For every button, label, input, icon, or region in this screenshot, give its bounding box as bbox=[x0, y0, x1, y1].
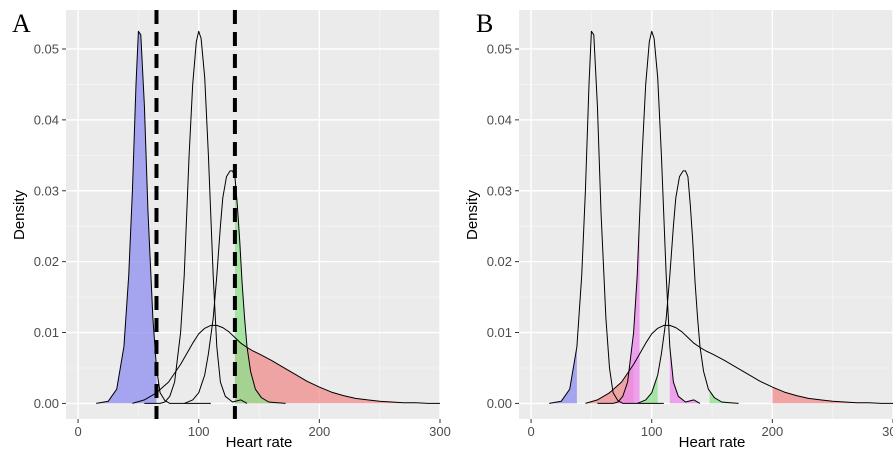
shaded-region bbox=[709, 390, 739, 404]
shaded-region bbox=[772, 387, 893, 404]
shaded-region bbox=[597, 215, 640, 404]
density-curve bbox=[144, 30, 248, 404]
y-axis-title: Density bbox=[11, 189, 28, 240]
y-tick-label: 0.01 bbox=[487, 325, 512, 340]
y-tick-label: 0.00 bbox=[34, 396, 59, 411]
x-axis-title: Heart rate bbox=[226, 434, 293, 451]
y-axis-title: Density bbox=[464, 189, 481, 240]
shaded-region bbox=[669, 346, 700, 404]
y-tick-label: 0.02 bbox=[487, 254, 512, 269]
density-curve bbox=[585, 324, 893, 404]
shaded-region bbox=[96, 31, 157, 404]
panel-label: B bbox=[476, 9, 493, 38]
x-axis-title: Heart rate bbox=[679, 434, 746, 451]
shaded-region bbox=[637, 375, 658, 404]
y-tick-label: 0.05 bbox=[34, 41, 59, 56]
x-tick-label: 300 bbox=[429, 424, 451, 439]
x-tick-label: 0 bbox=[74, 424, 81, 439]
panel-label: A bbox=[12, 9, 31, 38]
y-tick-label: 0.05 bbox=[487, 41, 512, 56]
y-tick-label: 0.04 bbox=[34, 112, 59, 127]
density-curve bbox=[637, 170, 739, 404]
y-tick-label: 0.04 bbox=[487, 112, 512, 127]
shaded-region bbox=[585, 364, 634, 404]
x-tick-label: 0 bbox=[527, 424, 534, 439]
x-tick-label: 200 bbox=[309, 424, 331, 439]
y-tick-label: 0.01 bbox=[34, 325, 59, 340]
panel-a: 0.00 0.01 0.02 0.03 0.04 0.05 0 100 200 300 Heart … bbox=[11, 9, 451, 451]
x-tick-label: 100 bbox=[641, 424, 663, 439]
density-curve bbox=[597, 30, 701, 404]
density-curve bbox=[549, 30, 664, 404]
panel-b: 0.00 0.01 0.02 0.03 0.04 0.05 0 100 200 300 Heart … bbox=[464, 9, 893, 451]
y-tick-label: 0.00 bbox=[487, 396, 512, 411]
y-tick-label: 0.03 bbox=[34, 183, 59, 198]
shaded-region bbox=[234, 337, 440, 404]
y-tick-label: 0.03 bbox=[487, 183, 512, 198]
density-curve bbox=[132, 324, 440, 404]
x-tick-label: 300 bbox=[882, 424, 893, 439]
shaded-region bbox=[234, 176, 286, 404]
y-tick-label: 0.02 bbox=[34, 254, 59, 269]
x-tick-label: 200 bbox=[762, 424, 784, 439]
density-curve bbox=[96, 30, 211, 404]
x-tick-label: 100 bbox=[188, 424, 210, 439]
